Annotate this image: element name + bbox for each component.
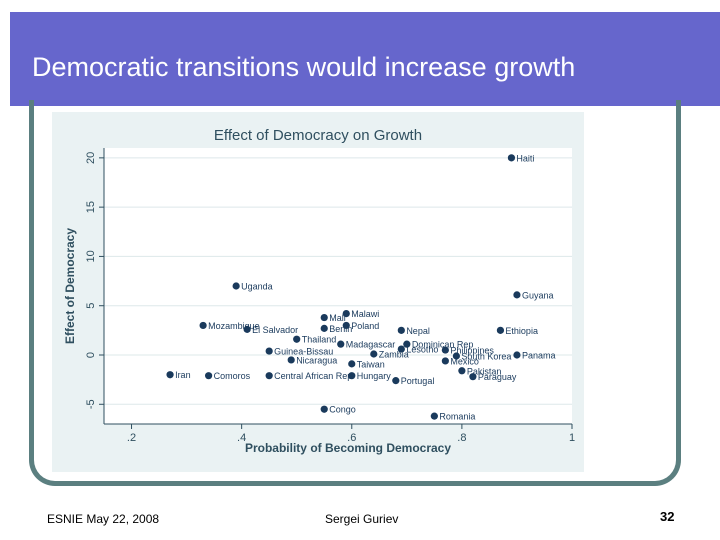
point-label: Comoros <box>214 371 251 381</box>
footer-event: ESNIE May 22, 2008 <box>47 512 160 526</box>
point-label: Romania <box>439 412 475 422</box>
point-label: Mali <box>329 313 346 323</box>
point-label: El Salvador <box>252 325 298 335</box>
content-frame <box>29 100 681 486</box>
point-label: Pakistan <box>467 366 502 376</box>
point-label: South Korea <box>461 351 511 361</box>
y-tick-label: 10 <box>85 250 97 262</box>
chart-title: Effect of Democracy on Growth <box>214 127 422 144</box>
y-tick-label: 15 <box>85 201 97 213</box>
data-point <box>287 356 295 364</box>
data-point <box>243 325 251 333</box>
data-point <box>452 352 460 360</box>
point-label: Ethiopia <box>505 326 538 336</box>
data-point <box>337 340 345 348</box>
data-point <box>397 345 405 353</box>
data-point <box>392 377 400 385</box>
y-axis-label: Effect of Democracy <box>63 228 77 344</box>
x-tick-label: 1 <box>569 432 575 444</box>
point-label: Madagascar <box>346 340 396 350</box>
data-point <box>199 321 207 330</box>
data-point <box>293 335 301 343</box>
data-point <box>348 372 356 380</box>
title-underline-thin <box>10 110 646 111</box>
point-label: Uganda <box>241 282 273 292</box>
data-point <box>342 321 350 330</box>
point-label: Poland <box>351 321 379 331</box>
axes: -5 0 5 10 15 20 .2 .4 .6 .8 1 <box>85 148 575 444</box>
slide-title: Democratic transitions would increase gr… <box>32 52 576 82</box>
data-point <box>507 154 516 162</box>
point-label: Zambia <box>379 350 409 360</box>
data-point <box>403 340 411 348</box>
point-label: Guinea-Bissau <box>274 347 333 357</box>
point-label: Mozambique <box>208 321 260 331</box>
footer-author: Sergei Guriev <box>325 512 399 526</box>
page-number: 32 <box>660 509 675 524</box>
data-point <box>320 313 328 322</box>
y-tick-label: 5 <box>85 303 97 309</box>
y-tick-label: 0 <box>85 352 97 358</box>
data-point <box>370 350 378 358</box>
data-point <box>496 326 505 334</box>
x-tick-label: .2 <box>127 432 136 444</box>
data-point <box>166 371 174 379</box>
grid-lines <box>104 157 572 405</box>
data-points: Haiti Uganda Guyana Malawi Mali Poland Mozambi… <box>166 153 556 422</box>
point-label: Guyana <box>522 290 554 300</box>
point-label: Panama <box>522 351 556 361</box>
data-point <box>205 372 213 380</box>
data-point <box>430 412 438 420</box>
data-point <box>513 351 521 359</box>
point-label: Dominican Rep <box>412 340 474 350</box>
x-axis-label: Probability of Becoming Democracy <box>245 441 451 455</box>
point-label: Lesotho <box>406 345 438 355</box>
point-label: Congo <box>329 405 356 415</box>
point-label: Nicaragua <box>296 355 337 365</box>
x-tick-label: .4 <box>237 432 246 444</box>
point-label: Taiwan <box>357 359 385 369</box>
data-point <box>469 373 477 381</box>
point-label: Portugal <box>401 376 435 386</box>
data-point <box>320 324 328 332</box>
data-point <box>348 360 356 368</box>
title-underline <box>10 106 646 109</box>
data-point <box>458 367 466 375</box>
x-tick-label: .8 <box>457 432 466 444</box>
data-point <box>441 346 449 354</box>
point-label: Malawi <box>351 309 379 319</box>
y-tick-label: 20 <box>85 152 97 164</box>
point-label: Haiti <box>516 153 534 163</box>
scatter-chart: Effect of Democracy on Growth Probabilit… <box>52 112 584 472</box>
point-label: Philippines <box>450 346 494 356</box>
point-label: Nepal <box>406 326 430 336</box>
data-point <box>513 291 521 299</box>
data-point <box>232 282 240 290</box>
point-label: Paraguay <box>478 372 517 382</box>
data-point <box>342 310 350 318</box>
data-point <box>397 326 405 334</box>
point-label: Mexico <box>450 356 479 366</box>
point-label: Iran <box>175 370 191 380</box>
point-label: Hungary <box>357 371 392 381</box>
point-label: Thailand <box>302 335 337 345</box>
y-tick-label: -5 <box>85 399 97 409</box>
slide-header: Democratic transitions would increase gr… <box>10 12 720 111</box>
data-point <box>265 347 273 355</box>
plot-area <box>104 148 572 424</box>
data-point <box>441 357 449 365</box>
data-point <box>265 372 273 380</box>
point-label: Central African Rep <box>274 371 352 381</box>
data-point <box>320 405 328 413</box>
point-label: Benin <box>329 324 352 334</box>
x-tick-label: .6 <box>347 432 356 444</box>
